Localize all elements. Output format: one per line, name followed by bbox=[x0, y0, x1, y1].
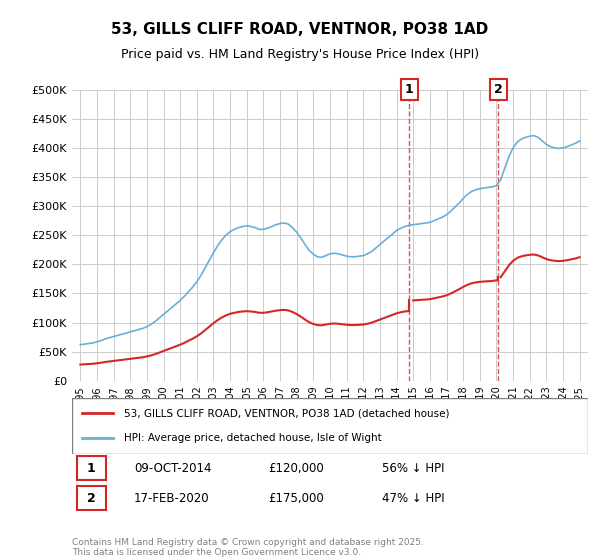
Text: £120,000: £120,000 bbox=[268, 461, 324, 475]
FancyBboxPatch shape bbox=[77, 486, 106, 511]
Text: Price paid vs. HM Land Registry's House Price Index (HPI): Price paid vs. HM Land Registry's House … bbox=[121, 48, 479, 60]
Text: Contains HM Land Registry data © Crown copyright and database right 2025.
This d: Contains HM Land Registry data © Crown c… bbox=[72, 538, 424, 557]
Text: 53, GILLS CLIFF ROAD, VENTNOR, PO38 1AD: 53, GILLS CLIFF ROAD, VENTNOR, PO38 1AD bbox=[112, 22, 488, 38]
Text: HPI: Average price, detached house, Isle of Wight: HPI: Average price, detached house, Isle… bbox=[124, 433, 382, 443]
Text: 1: 1 bbox=[87, 461, 95, 475]
Text: 17-FEB-2020: 17-FEB-2020 bbox=[134, 492, 209, 505]
Text: 2: 2 bbox=[87, 492, 95, 505]
Text: 1: 1 bbox=[405, 83, 414, 96]
FancyBboxPatch shape bbox=[72, 398, 588, 454]
Text: 53, GILLS CLIFF ROAD, VENTNOR, PO38 1AD (detached house): 53, GILLS CLIFF ROAD, VENTNOR, PO38 1AD … bbox=[124, 408, 449, 418]
Text: 47% ↓ HPI: 47% ↓ HPI bbox=[382, 492, 444, 505]
Text: £175,000: £175,000 bbox=[268, 492, 324, 505]
FancyBboxPatch shape bbox=[77, 456, 106, 480]
Text: 09-OCT-2014: 09-OCT-2014 bbox=[134, 461, 211, 475]
Text: 2: 2 bbox=[494, 83, 503, 96]
Text: 56% ↓ HPI: 56% ↓ HPI bbox=[382, 461, 444, 475]
